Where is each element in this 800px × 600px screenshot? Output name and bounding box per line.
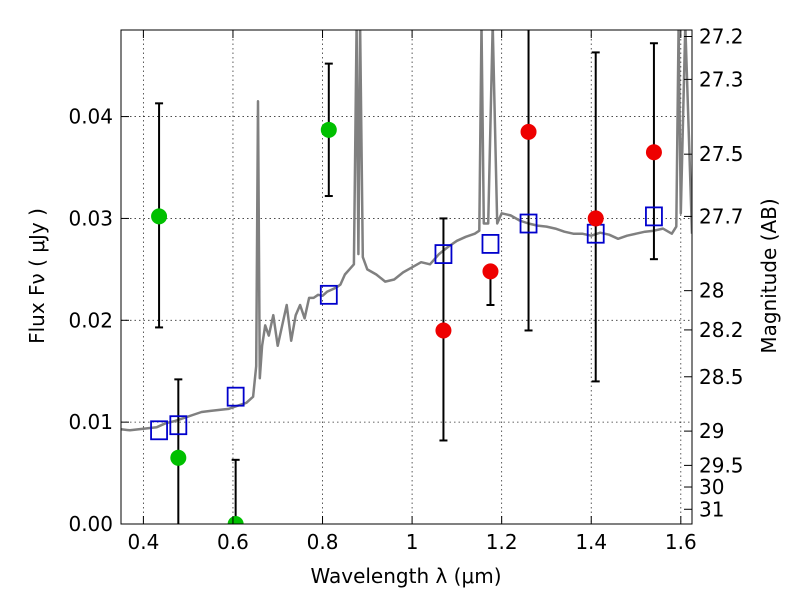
model-photometry-square (319, 284, 338, 305)
tick-labels: 0.4 0.6 0.8 1 1.2 1.4 1.6 0.00 0.01 0.02 0.03 0.04 2… (68, 24, 743, 554)
y-tick-label: 0.04 (68, 105, 113, 129)
right-tick-label: 30 (699, 475, 724, 499)
y-tick-label: 0.02 (68, 308, 113, 332)
right-tick-label: 28.5 (699, 365, 744, 389)
y-tick-label: 0.01 (68, 410, 113, 434)
right-tick-label: 31 (699, 497, 724, 521)
right-tick-label: 28.2 (699, 318, 744, 342)
model-photometry-square (226, 386, 245, 407)
right-axis-title: Magnitude (AB) (757, 198, 781, 353)
y-tick-label: 0.00 (68, 512, 113, 536)
right-tick-label: 29 (699, 419, 724, 443)
model-photometry-square (519, 213, 538, 234)
infrared-data-point (587, 210, 604, 227)
right-tick-label: 27.7 (699, 204, 744, 228)
ticks (121, 30, 692, 525)
x-tick-label: 0.4 (127, 530, 159, 554)
y-tick-label: 0.03 (68, 206, 113, 230)
model-photometry-square (169, 415, 188, 436)
model-photometry-square (150, 420, 168, 441)
x-tick-label: 1.6 (665, 530, 697, 554)
infrared-data-point (520, 123, 537, 140)
infrared-data-point (482, 263, 499, 280)
infrared-data-point (435, 322, 452, 339)
model-photometry-square (645, 206, 663, 227)
plot-frame (120, 29, 693, 525)
infrared-data-point (645, 144, 662, 161)
optical-data-point (170, 449, 187, 466)
x-tick-label: 0.8 (307, 530, 339, 554)
x-tick-label: 1 (406, 530, 419, 554)
model-photometry-square (481, 233, 500, 254)
x-tick-label: 1.4 (575, 530, 607, 554)
grid (121, 30, 692, 525)
right-tick-label: 27.3 (699, 67, 744, 91)
optical-data-point (151, 208, 168, 225)
x-tick-label: 0.6 (217, 530, 249, 554)
right-tick-label: 27.5 (699, 142, 744, 166)
model-photometry-square (434, 244, 453, 264)
x-axis-title: Wavelength λ (μm) (310, 564, 501, 588)
right-tick-label: 27.2 (699, 24, 744, 48)
optical-data-point (320, 121, 337, 138)
right-tick-label: 29.5 (699, 453, 744, 477)
right-tick-label: 28 (699, 279, 724, 303)
optical-data-point (227, 516, 244, 524)
spectrum-line (121, 30, 692, 432)
y-axis-title: Flux Fν ( μJy ) (25, 208, 49, 344)
plot-area (121, 30, 692, 524)
x-tick-label: 1.2 (486, 530, 518, 554)
